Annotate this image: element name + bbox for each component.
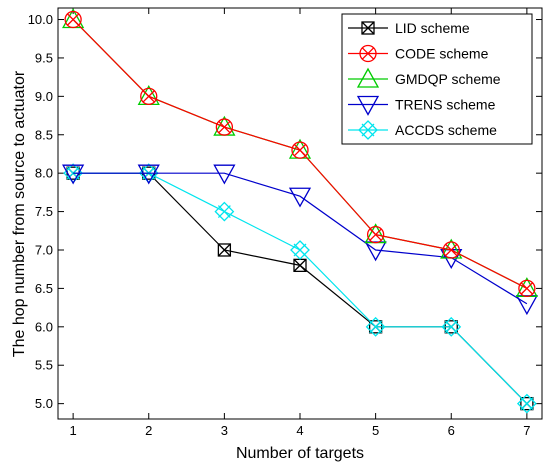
y-tick-label: 5.0	[35, 396, 53, 411]
series-group	[62, 8, 538, 414]
marker-square	[520, 396, 534, 411]
marker-cross	[520, 282, 533, 295]
marker-cross	[293, 243, 307, 257]
legend-label: ACCDS scheme	[395, 122, 497, 138]
x-tick-label: 5	[372, 423, 379, 438]
x-tick-label: 7	[523, 423, 530, 438]
marker-cross	[361, 47, 375, 60]
data-point	[365, 316, 386, 337]
marker-triangle	[356, 67, 380, 88]
marker-cross	[369, 320, 383, 334]
y-tick-label: 9.5	[35, 50, 53, 65]
x-tick-label: 6	[448, 423, 455, 438]
marker-circle	[140, 87, 158, 105]
marker-cross	[293, 258, 307, 272]
legend-marker	[358, 120, 378, 140]
data-point	[442, 241, 460, 259]
legend: LID scheme CODE scheme GMDQP scheme TRENS s…	[341, 13, 533, 145]
marker-cross	[369, 228, 382, 241]
marker-square	[217, 243, 232, 257]
y-tick-label: 6.5	[35, 281, 53, 296]
x-axis-label: Number of targets	[236, 445, 364, 462]
marker-diamond	[214, 201, 235, 222]
data-point	[291, 141, 309, 159]
legend-item: ACCDS scheme	[348, 120, 497, 140]
data-point	[518, 279, 536, 298]
legend-marker	[356, 95, 380, 116]
marker-cross	[293, 144, 307, 157]
marker-diamond	[358, 120, 378, 140]
marker-circle	[442, 241, 460, 259]
marker-cross	[361, 21, 375, 35]
legend-label: CODE scheme	[395, 46, 489, 62]
marker-cross	[361, 123, 375, 137]
marker-triangle-down	[137, 164, 160, 185]
marker-circle	[215, 118, 234, 136]
legend-item: GMDQP scheme	[348, 67, 501, 88]
data-point	[290, 240, 310, 260]
legend-marker	[359, 44, 377, 63]
marker-triangle-down	[62, 164, 85, 185]
data-point	[516, 393, 537, 414]
y-tick-label: 7.0	[35, 242, 53, 257]
marker-cross	[217, 205, 231, 219]
legend-label: TRENS scheme	[395, 97, 496, 113]
marker-cross	[444, 320, 458, 334]
marker-circle	[518, 279, 536, 298]
data-point	[366, 225, 385, 244]
marker-triangle-down	[288, 187, 312, 208]
y-tick-label: 6.0	[35, 319, 53, 334]
x-tick-label: 4	[296, 423, 303, 438]
y-tick-label: 10.0	[28, 12, 53, 27]
marker-circle	[359, 44, 377, 63]
marker-circle	[366, 225, 385, 244]
x-tick-label: 3	[221, 423, 228, 438]
data-point	[214, 201, 235, 222]
marker-diamond	[365, 316, 386, 337]
data-point	[288, 187, 312, 208]
marker-diamond	[441, 316, 462, 337]
legend-label: GMDQP scheme	[395, 71, 501, 87]
data-point	[217, 243, 232, 257]
y-axis-label: The hop number from source to actuator	[11, 70, 28, 357]
marker-cross	[142, 90, 155, 103]
data-point	[62, 164, 85, 185]
series-code-scheme	[64, 10, 536, 298]
data-point	[64, 10, 82, 29]
x-tick-label: 1	[70, 423, 77, 438]
marker-cross	[445, 243, 458, 257]
legend-label: LID scheme	[395, 20, 470, 36]
data-point	[441, 316, 462, 337]
data-point	[215, 118, 234, 136]
marker-cross	[67, 13, 80, 26]
y-tick-label: 5.5	[35, 358, 53, 373]
legend-item: LID scheme	[348, 20, 470, 36]
legend-item: CODE scheme	[348, 44, 489, 63]
data-point	[140, 87, 158, 105]
legend-marker	[361, 21, 375, 35]
marker-triangle-down	[213, 164, 236, 185]
marker-diamond	[516, 393, 537, 414]
axes: 1 2 3 4 5 6 7 5.0 5.5 6.0 6.5 7.0 7.5 8.0 8.5 9.0 9.5 10.…	[28, 8, 542, 438]
marker-diamond	[290, 240, 310, 260]
legend-item: TRENS scheme	[348, 95, 496, 116]
y-tick-label: 8.0	[35, 166, 53, 181]
data-point	[137, 164, 160, 185]
marker-triangle-down	[356, 95, 380, 116]
marker-circle	[291, 141, 309, 159]
y-tick-label: 7.5	[35, 204, 53, 219]
marker-cross	[520, 397, 534, 411]
y-tick-label: 9.0	[35, 89, 53, 104]
marker-circle	[64, 10, 82, 29]
data-point	[213, 164, 236, 185]
marker-cross	[217, 243, 231, 257]
y-tick-label: 8.5	[35, 127, 53, 142]
marker-square	[361, 21, 375, 35]
x-tick-label: 2	[145, 423, 152, 438]
marker-cross	[218, 121, 231, 134]
legend-marker	[356, 67, 380, 88]
